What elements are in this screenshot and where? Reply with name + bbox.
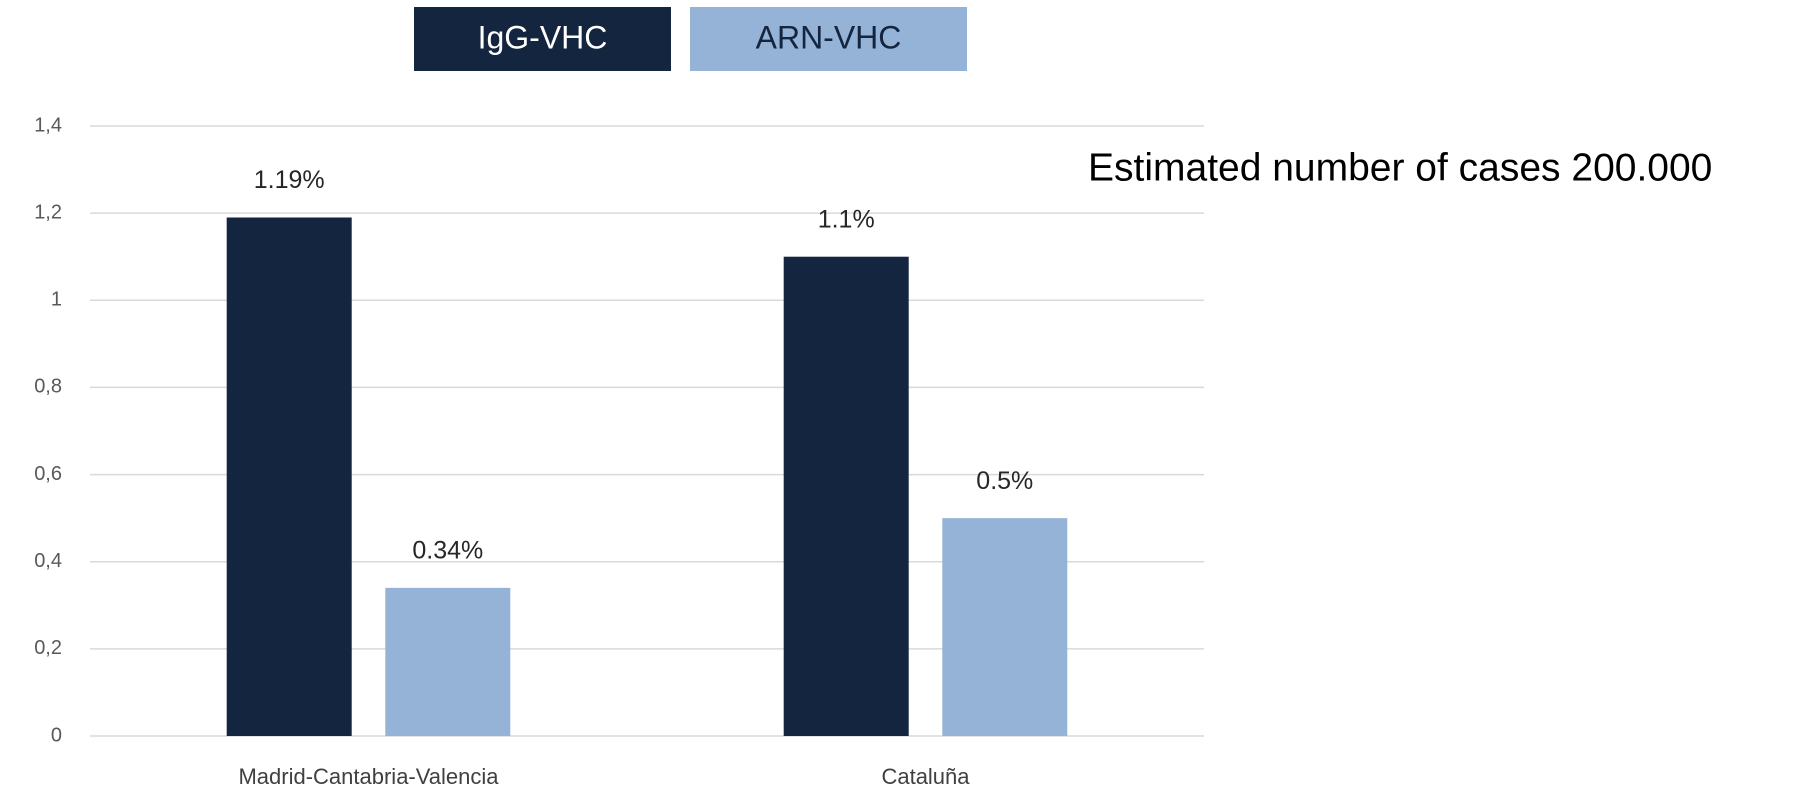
y-tick-label: 0,8	[34, 376, 62, 398]
value-label: 1.1%	[818, 205, 875, 233]
legend-swatch	[690, 7, 967, 71]
y-tick-label: 0,4	[34, 550, 62, 572]
bar	[226, 217, 352, 736]
y-tick-label: 1	[51, 289, 62, 311]
y-tick-label: 0,2	[34, 637, 62, 659]
y-tick-label: 0	[51, 724, 62, 746]
y-tick-label: 1,2	[34, 201, 62, 223]
value-label: 0.34%	[412, 536, 483, 564]
y-tick-label: 0,6	[34, 463, 62, 485]
legend-label: IgG-VHC	[478, 19, 608, 55]
legend-swatch	[414, 7, 671, 71]
value-label: 0.5%	[976, 467, 1033, 495]
annotation: Estimated number of cases 200.000	[1088, 146, 1712, 189]
legend-label: ARN-VHC	[756, 19, 902, 55]
x-tick-label: Madrid-Cantabria-Valencia	[238, 764, 499, 788]
value-label: 1.19%	[254, 166, 325, 194]
bar	[385, 587, 511, 736]
bar	[783, 256, 909, 736]
y-tick-label: 1,4	[34, 114, 62, 136]
x-tick-label: Cataluña	[881, 764, 970, 788]
bar	[942, 518, 1068, 736]
